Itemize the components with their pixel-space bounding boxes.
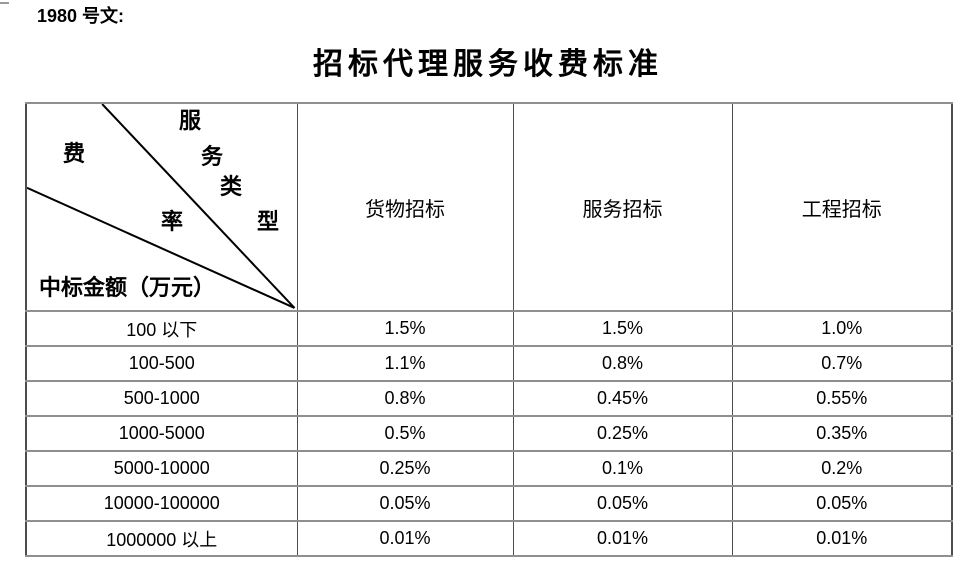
corner-label-service-char-4: 型 <box>257 209 280 234</box>
rate-cell: 0.1% <box>512 450 733 487</box>
rate-cell: 0.2% <box>731 450 953 487</box>
rate-cell: 0.05% <box>731 485 953 522</box>
scan-artifact-line <box>0 2 9 4</box>
rate-cell: 0.25% <box>512 415 733 452</box>
rate-cell: 0.5% <box>296 415 514 452</box>
corner-label-fee-char-1: 费 <box>63 141 86 166</box>
corner-label-service-char-3: 类 <box>220 174 243 199</box>
table-row: 100-500 1.1% 0.8% 0.7% <box>25 345 953 382</box>
diagonal-lines <box>27 104 296 309</box>
rate-cell: 0.45% <box>512 380 733 417</box>
table-row: 1000-5000 0.5% 0.25% 0.35% <box>25 415 953 452</box>
table-row: 100 以下 1.5% 1.5% 1.0% <box>25 310 953 347</box>
rate-cell: 0.01% <box>296 520 514 557</box>
corner-label-amount: 中标金额（万元） <box>39 275 216 300</box>
table-row: 5000-10000 0.25% 0.1% 0.2% <box>25 450 953 487</box>
table-row: 1000000 以上 0.01% 0.01% 0.01% <box>25 520 953 557</box>
amount-range-cell: 100 以下 <box>25 310 298 347</box>
amount-range-cell: 10000-100000 <box>25 485 298 522</box>
column-header-goods: 货物招标 <box>296 102 514 312</box>
rate-cell: 0.55% <box>731 380 953 417</box>
table-row: 500-1000 0.8% 0.45% 0.55% <box>25 380 953 417</box>
corner-label-service-char-2: 务 <box>201 144 224 169</box>
rate-cell: 0.05% <box>512 485 733 522</box>
amount-range-cell: 500-1000 <box>25 380 298 417</box>
corner-label-service-char-1: 服 <box>179 108 202 133</box>
amount-range-cell: 1000000 以上 <box>25 520 298 557</box>
rate-cell: 0.8% <box>296 380 514 417</box>
page-title: 招标代理服务收费标准 <box>313 48 663 81</box>
amount-range-cell: 100-500 <box>25 345 298 382</box>
rate-cell: 0.05% <box>296 485 514 522</box>
amount-range-cell: 5000-10000 <box>25 450 298 487</box>
rate-cell: 0.8% <box>512 345 733 382</box>
rate-cell: 0.25% <box>296 450 514 487</box>
doc-number: 1980 号文: <box>37 6 125 26</box>
corner-label-fee-char-2: 率 <box>161 209 184 234</box>
table-header-row: 服 费 务 类 率 型 中标金额（万元） 货物招标 服务招标 工程招标 <box>25 102 953 312</box>
rate-cell: 1.0% <box>731 310 953 347</box>
column-header-project: 工程招标 <box>731 102 953 312</box>
rate-cell: 0.01% <box>731 520 953 557</box>
diagonal-corner-header-cell: 服 费 务 类 率 型 中标金额（万元） <box>25 102 298 312</box>
amount-range-cell: 1000-5000 <box>25 415 298 452</box>
rate-cell: 0.01% <box>512 520 733 557</box>
rate-cell: 1.1% <box>296 345 514 382</box>
table-row: 10000-100000 0.05% 0.05% 0.05% <box>25 485 953 522</box>
rate-cell: 0.35% <box>731 415 953 452</box>
column-header-service: 服务招标 <box>512 102 733 312</box>
fee-standard-table: 服 费 务 类 率 型 中标金额（万元） 货物招标 服务招标 工程招标 100 … <box>25 102 953 557</box>
rate-cell: 1.5% <box>296 310 514 347</box>
rate-cell: 1.5% <box>512 310 733 347</box>
rate-cell: 0.7% <box>731 345 953 382</box>
